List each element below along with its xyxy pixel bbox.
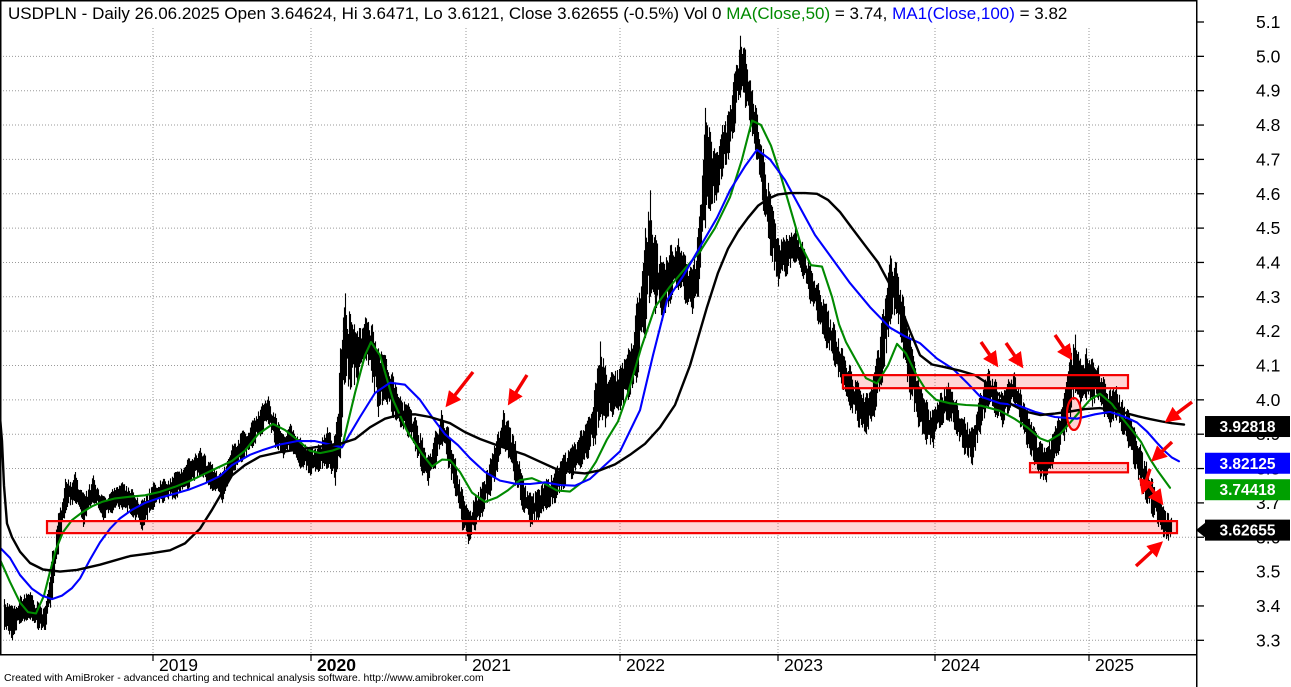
chart-title: USDPLN - Daily 26.06.2025 Open 3.64624, … [8, 4, 1194, 26]
chart-title-segment: MA1(Close,100) [892, 4, 1015, 23]
y-axis-label: 5.0 [1256, 46, 1281, 66]
trend-arrow-icon [1151, 440, 1174, 462]
y-axis-label: 4.2 [1256, 321, 1280, 341]
support-resistance-zone [47, 521, 1177, 534]
annotation-arrows [445, 334, 1194, 568]
chart-title-segment: MA(Close,50) [726, 4, 831, 23]
chart-title-segment: = 3.82 [1014, 4, 1068, 23]
y-axis-label: 5.1 [1256, 12, 1280, 32]
y-axis-label: 4.1 [1256, 356, 1280, 376]
x-axis-year-label: 2022 [626, 655, 665, 675]
chart-title-segment: = 3.74, [830, 4, 893, 23]
x-axis-year-label: 2020 [317, 655, 356, 675]
highlight-ellipse [1065, 396, 1083, 432]
trend-arrow-icon [1146, 483, 1164, 506]
plot-frame [0, 0, 1198, 687]
y-axis-label: 4.4 [1256, 252, 1281, 272]
x-axis-year-label: 2021 [472, 655, 511, 675]
y-axis-label: 4.6 [1256, 184, 1280, 204]
chart-title-segment: USDPLN - Daily 26.06.2025 Open 3.64624, … [8, 4, 727, 23]
y-axis-label: 3.3 [1256, 630, 1280, 650]
y-axis: 5.15.04.94.84.74.64.54.44.34.24.14.03.93… [1197, 12, 1281, 650]
y-axis-label: 3.5 [1256, 562, 1280, 582]
svg-text:3.82125: 3.82125 [1219, 456, 1275, 473]
trend-arrow-icon [979, 341, 999, 368]
trend-arrow-icon [1164, 400, 1194, 423]
grid-lines [0, 28, 1197, 655]
x-axis-year-label: 2024 [941, 655, 980, 675]
x-axis-year-label: 2025 [1095, 655, 1134, 675]
ma50-line [0, 119, 1172, 615]
y-axis-label: 4.5 [1256, 218, 1280, 238]
amibroker-credit-text: Created with AmiBroker - advanced charti… [4, 672, 484, 684]
trend-arrow-icon [445, 370, 475, 408]
trend-arrow-icon [1053, 334, 1073, 361]
trend-arrow-icon [507, 374, 529, 406]
price-value-labels: 3.92818 3.82125 3.74418 3.62655 [1196, 416, 1290, 541]
price-value-label: 3.82125 [1205, 452, 1290, 474]
support-resistance-zone-borders [45, 374, 1179, 535]
svg-text:3.74418: 3.74418 [1219, 482, 1275, 499]
x-axis-year-label: 2019 [159, 655, 198, 675]
y-axis-label: 4.0 [1256, 390, 1281, 410]
y-axis-label: 4.9 [1256, 81, 1280, 101]
price-value-label: 3.62655 [1196, 519, 1290, 541]
price-value-label: 3.74418 [1205, 479, 1290, 501]
trend-arrow-icon [1004, 342, 1024, 369]
trend-arrow-icon [1139, 468, 1154, 495]
y-axis-label: 4.8 [1256, 115, 1280, 135]
trend-arrow-icon [1134, 541, 1164, 568]
x-axis-year-label: 2023 [784, 655, 823, 675]
ma-long-line [0, 191, 1186, 573]
price-value-label: 3.92818 [1205, 416, 1290, 438]
svg-text:3.92818: 3.92818 [1219, 419, 1275, 436]
y-axis-label: 4.3 [1256, 287, 1280, 307]
x-axis: 2019 2020 2021 2022 2023 2024 2025 [152, 655, 1134, 675]
price-bars[interactable] [3, 35, 1173, 641]
ma100-line [0, 148, 1181, 601]
support-resistance-zone [1030, 463, 1128, 473]
y-axis-label: 3.4 [1256, 596, 1281, 616]
svg-text:3.62655: 3.62655 [1219, 523, 1275, 540]
y-axis-label: 4.7 [1256, 149, 1280, 169]
